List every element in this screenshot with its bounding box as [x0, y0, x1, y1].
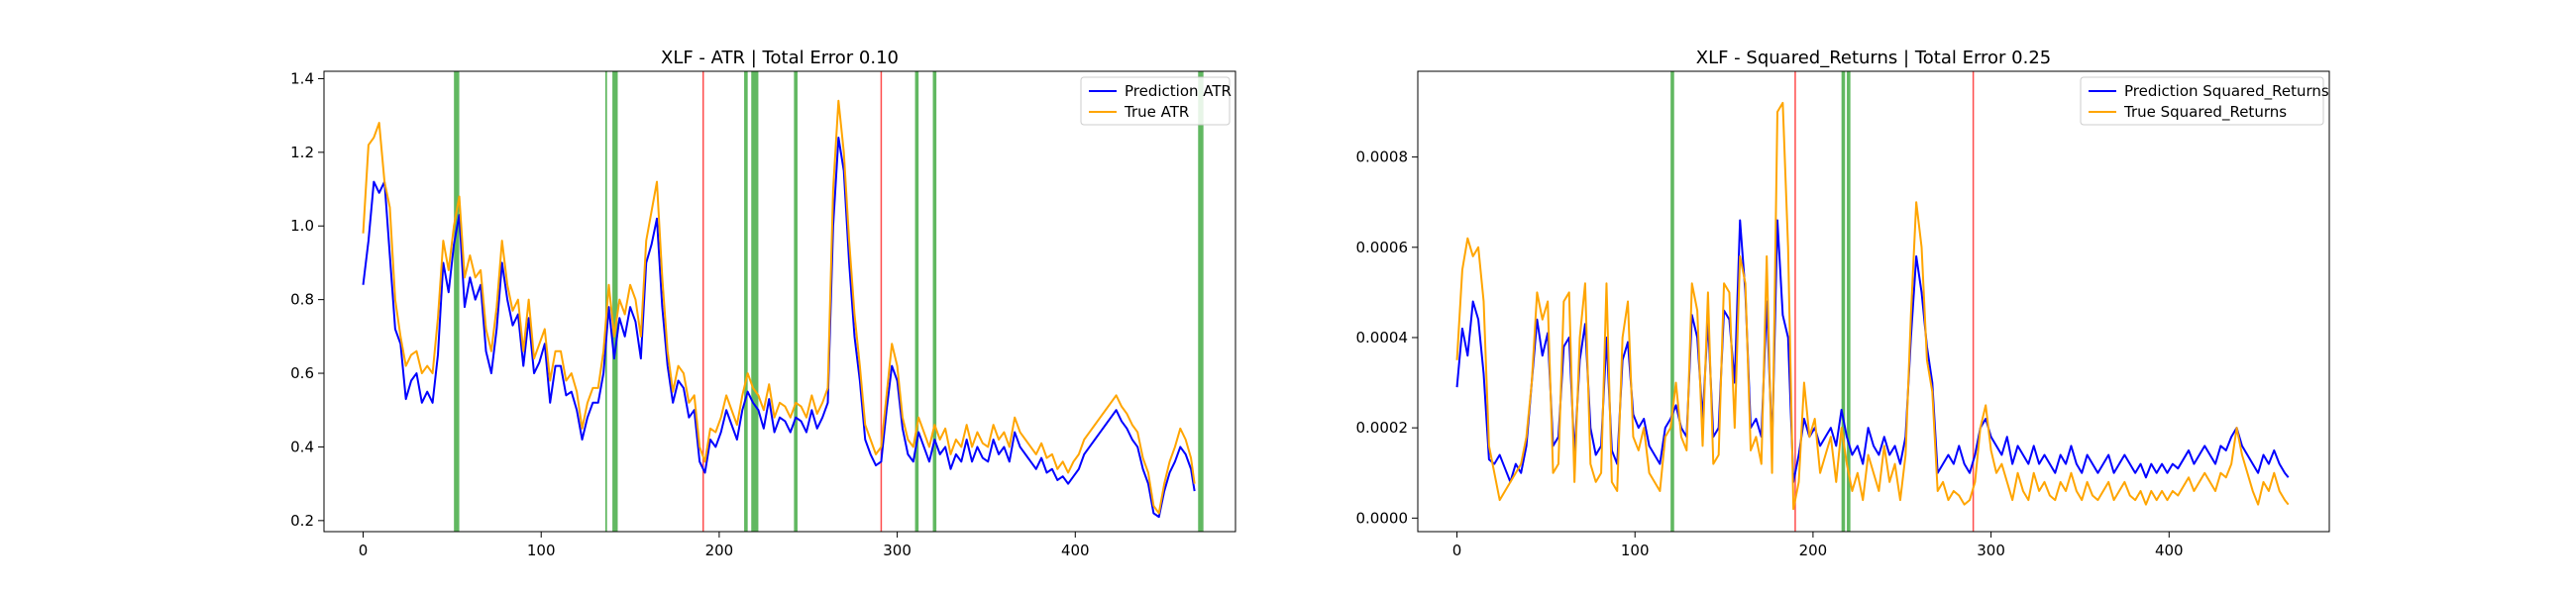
- chart1-x-tick-label-1: 100: [527, 542, 556, 559]
- chart2-x-tick-label-1: 100: [1621, 542, 1650, 559]
- chart1-green-span-2: [612, 71, 618, 532]
- chart2-y-tick-label-0: 0.0000: [1356, 509, 1409, 527]
- chart1-x-tick-label-2: 200: [705, 542, 734, 559]
- chart1-legend-label-0: Prediction ATR: [1125, 82, 1232, 100]
- chart2-y-tick-label-4: 0.0008: [1356, 148, 1409, 166]
- chart2-y-tick-label-1: 0.0002: [1356, 419, 1409, 437]
- chart1-green-span-8: [1198, 71, 1204, 532]
- chart1-x-tick-label-4: 400: [1061, 542, 1090, 559]
- chart2-x-tick-label-0: 0: [1452, 542, 1462, 559]
- chart1-axes-frame: [323, 70, 1236, 533]
- chart1-y-tick-label-2: 0.6: [290, 364, 314, 382]
- chart1-y-tick-label-4: 1.0: [290, 217, 314, 235]
- chart1-green-span-5: [794, 71, 798, 532]
- chart2-legend-label-0: Prediction Squared_Returns: [2124, 82, 2329, 101]
- chart1-series-line-0: [362, 136, 1196, 519]
- chart1-x-tick-label-0: 0: [359, 542, 369, 559]
- chart1-green-span-3: [744, 71, 748, 532]
- chart2-series-line-0: [1455, 219, 2290, 483]
- chart1-green-span-0: [454, 71, 460, 532]
- chart1-legend-label-1: True ATR: [1124, 103, 1189, 121]
- chart1-green-span-6: [914, 71, 919, 532]
- chart2-series-line-1: [1455, 101, 2290, 511]
- chart1-panel: 0 100 200 300 400 0.2 0.4 0.6 0.8 1.0 1.2 1.4 XLF - …: [290, 48, 1236, 559]
- chart2-legend-box: [2080, 76, 2324, 126]
- chart2-legend: Prediction Squared_Returns True Squared_R…: [2080, 76, 2329, 126]
- chart1-y-tick-label-5: 1.2: [290, 144, 314, 161]
- chart1-legend: Prediction ATR True ATR: [1080, 76, 1232, 126]
- chart2-panel: 0 100 200 300 400 0.0000 0.0002 0.0004 0.0006 0.0…: [1356, 48, 2330, 559]
- chart1-x-tick-label-3: 300: [883, 542, 912, 559]
- chart1-y-tick-label-1: 0.4: [290, 438, 314, 455]
- chart1-y-tick-label-6: 1.4: [290, 69, 314, 87]
- chart2-legend-label-1: True Squared_Returns: [2123, 103, 2287, 122]
- chart1-green-span-1: [604, 71, 607, 532]
- chart2-green-span-0: [1670, 71, 1674, 532]
- chart1-green-span-4: [751, 71, 759, 532]
- chart2-green-span-1: [1841, 71, 1846, 532]
- chart2-x-tick-label-2: 200: [1799, 542, 1828, 559]
- chart1-y-tick-label-0: 0.2: [290, 512, 314, 530]
- chart2-title: XLF - Squared_Returns | Total Error 0.25: [1696, 48, 2052, 68]
- chart1-plot-area: [362, 71, 1204, 532]
- chart1-y-tick-label-3: 0.8: [290, 291, 314, 309]
- chart2-y-tick-label-2: 0.0004: [1356, 329, 1409, 346]
- chart1-legend-box: [1080, 76, 1231, 126]
- chart2-x-tick-label-3: 300: [1977, 542, 2005, 559]
- chart2-green-span-2: [1847, 71, 1851, 532]
- chart1-title: XLF - ATR | Total Error 0.10: [661, 48, 899, 68]
- chart2-x-tick-label-4: 400: [2155, 542, 2184, 559]
- chart2-y-tick-label-3: 0.0006: [1356, 239, 1409, 256]
- chart2-axes-frame: [1417, 70, 2330, 533]
- chart1-green-span-7: [932, 71, 937, 532]
- chart2-plot-area: [1455, 71, 2290, 532]
- chart1-series-line-1: [362, 99, 1196, 515]
